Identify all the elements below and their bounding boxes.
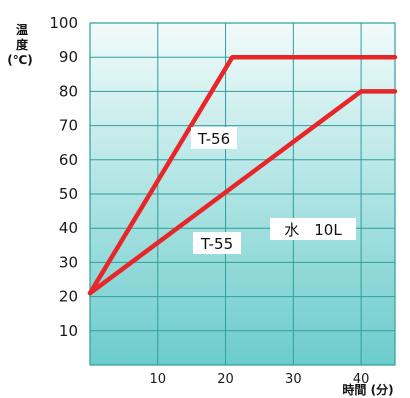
y-tick-label: 60 (59, 151, 78, 169)
y-tick-label: 30 (59, 253, 78, 271)
x-axis-label: 時間 (分) (342, 382, 393, 397)
series-label-box (193, 232, 241, 254)
series-lines (87, 54, 398, 296)
y-tick-label: 70 (59, 117, 78, 135)
y-tick-label: 20 (59, 288, 78, 306)
y-tick-label: 80 (59, 82, 78, 100)
annotation-box (270, 218, 356, 240)
series-label-t55: T-55 (193, 232, 241, 254)
series-label-text: T-55 (200, 235, 233, 253)
series-line-t-55 (87, 89, 398, 296)
y-tick-label: 40 (59, 219, 78, 237)
annotation-text: 水 10L (284, 221, 342, 239)
series-label-t56: T-56 (191, 127, 237, 149)
y-tick-label: 50 (59, 185, 78, 203)
x-tick-label: 10 (150, 372, 167, 387)
y-axis-label-line: 温 (16, 23, 28, 37)
annotation: 水 10L (270, 218, 356, 240)
x-tick-label: 40 (353, 372, 370, 387)
y-tick-label: 10 (59, 322, 78, 340)
series-line-t-56 (87, 54, 398, 296)
y-tick-label: 100 (49, 14, 78, 32)
x-tick-label: 30 (285, 372, 302, 387)
series-label-box (191, 127, 237, 149)
x-tick-label: 20 (217, 372, 234, 387)
plot-frame (89, 22, 396, 366)
y-axis-label-line: 度 (16, 37, 29, 52)
y-tick-labels: 10 20 30 40 50 60 70 80 90 100 (49, 14, 78, 340)
series-label-text: T-56 (197, 130, 230, 148)
y-tick-label: 90 (59, 48, 78, 66)
x-tick-labels: 10 20 30 40 (150, 372, 370, 387)
y-axis-label: 温 度 (℃) (7, 23, 33, 67)
y-axis-label-line: (℃) (7, 53, 33, 67)
